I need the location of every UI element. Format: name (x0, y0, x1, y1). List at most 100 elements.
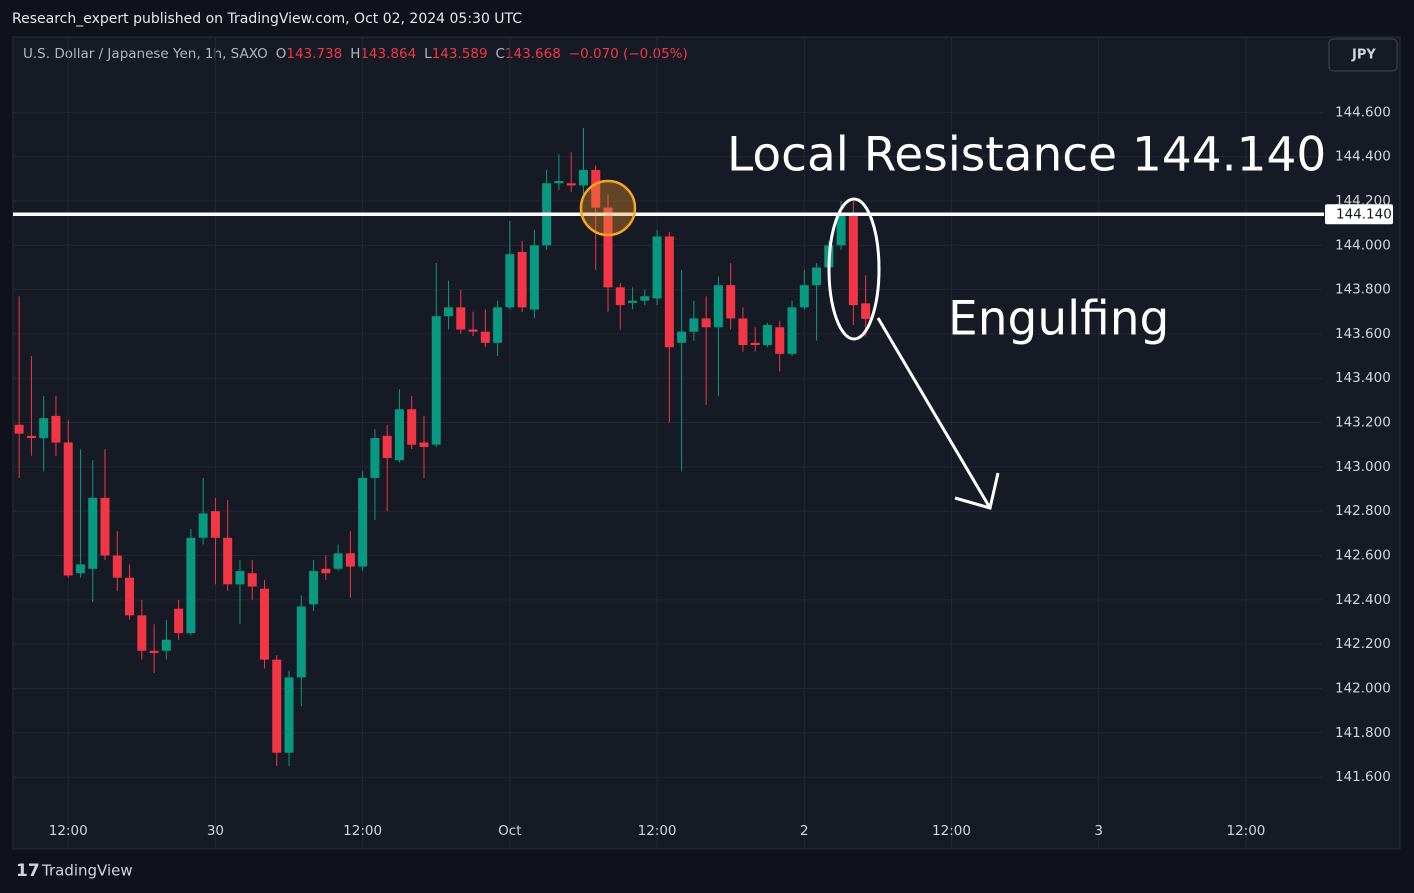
candle-body (787, 307, 797, 354)
x-tick-label: 12:00 (638, 823, 677, 839)
candle-body (836, 214, 846, 246)
candle-body (358, 477, 368, 567)
candle-body (296, 606, 306, 678)
candle-body (345, 553, 355, 567)
candle-body (14, 424, 24, 434)
x-tick-label: Oct (498, 823, 521, 839)
candle-body (394, 409, 404, 461)
candle-body (259, 588, 269, 660)
x-tick-label: 12:00 (1226, 823, 1265, 839)
legend-symbol: U.S. Dollar / Japanese Yen, 1h, SAXO (23, 46, 268, 62)
y-tick-label: 144.000 (1335, 237, 1391, 253)
candle-body (63, 442, 73, 576)
candle-body (726, 285, 736, 319)
y-tick-label: 143.800 (1335, 282, 1391, 298)
x-tick-label: 12:00 (49, 823, 88, 839)
candle-body (848, 214, 858, 306)
legend-o: 143.738 (286, 46, 342, 62)
candle-body (505, 254, 515, 308)
pattern-annotation: Engulfing (948, 292, 1169, 347)
candle-body (628, 300, 638, 303)
legend-h: 143.864 (360, 46, 416, 62)
candle-body (112, 555, 122, 578)
legend-l-label: L (424, 46, 432, 62)
candle-body (272, 659, 282, 753)
candle-body (640, 296, 650, 301)
candle-body (468, 329, 478, 332)
candle-body (223, 537, 233, 585)
candle-body (775, 327, 785, 354)
currency-label[interactable]: JPY (1351, 48, 1376, 63)
candle-body (861, 303, 871, 319)
candle-body (88, 497, 98, 569)
legend: U.S. Dollar / Japanese Yen, 1h, SAXO O143… (23, 46, 688, 62)
candle-body (566, 183, 576, 186)
candle-body (603, 207, 613, 288)
candle-body (419, 442, 429, 447)
candle-body (591, 169, 601, 208)
legend-o-label: O (276, 46, 287, 62)
y-tick-label: 143.600 (1335, 326, 1391, 342)
legend-c-label: C (496, 46, 505, 62)
candle-body (137, 615, 147, 651)
x-tick-label: 3 (1094, 823, 1103, 839)
x-tick-label: 12:00 (343, 823, 382, 839)
candle-body (812, 267, 822, 286)
y-tick-label: 144.400 (1335, 149, 1391, 165)
candle-body (75, 564, 85, 574)
x-tick-label: 12:00 (932, 823, 971, 839)
candle-body (529, 245, 539, 310)
y-tick-label: 141.600 (1335, 769, 1391, 785)
highlight-circle (579, 179, 637, 237)
candle-body (247, 573, 257, 587)
y-tick-label: 143.200 (1335, 415, 1391, 431)
candle-body (750, 342, 760, 346)
currency-button[interactable] (1328, 38, 1398, 72)
logo-icon: 𝟭𝟳 (16, 861, 40, 881)
candle-body (161, 639, 171, 651)
candle-body (149, 650, 159, 654)
y-tick-label: 142.800 (1335, 503, 1391, 519)
candle-body (762, 325, 772, 346)
candle-body (51, 415, 61, 443)
candle-body (210, 511, 220, 538)
y-tick-label: 144.600 (1335, 104, 1391, 120)
candle-body (235, 571, 245, 585)
candle-body (284, 677, 294, 753)
candle-body (738, 318, 748, 346)
candle-body (578, 169, 588, 186)
candle-body (321, 568, 331, 574)
y-tick-label: 141.800 (1335, 725, 1391, 741)
candle-body (701, 318, 711, 328)
candle-body (615, 287, 625, 306)
publisher: Research_expert published on TradingView… (12, 11, 522, 27)
legend-c: 143.668 (505, 46, 561, 62)
legend-h-label: H (350, 46, 360, 62)
x-tick-label: 2 (800, 823, 809, 839)
candle-body (480, 331, 490, 343)
brand: TradingView (41, 862, 133, 880)
y-tick-label: 143.400 (1335, 370, 1391, 386)
resistance-label: 144.140 (1336, 206, 1392, 222)
candle-body (431, 316, 441, 445)
candle-body (370, 438, 380, 478)
candle-body (493, 307, 503, 343)
candle-body (456, 307, 466, 330)
candle-body (689, 318, 699, 332)
candle-body (554, 181, 564, 184)
candle-body (333, 553, 343, 569)
x-tick-label: 30 (207, 823, 224, 839)
candle-body (125, 577, 135, 616)
resistance-annotation: Local Resistance 144.140 (727, 128, 1326, 183)
overlay: 144.140 (13, 204, 1393, 225)
resistance-label-box (1325, 204, 1393, 225)
candle-body (26, 435, 36, 439)
candle-body (664, 236, 674, 348)
y-tick-label: 143.000 (1335, 459, 1391, 475)
candle-body (713, 285, 723, 328)
candle-body (407, 409, 417, 445)
candle-body (444, 307, 454, 317)
candle-body (186, 537, 196, 634)
